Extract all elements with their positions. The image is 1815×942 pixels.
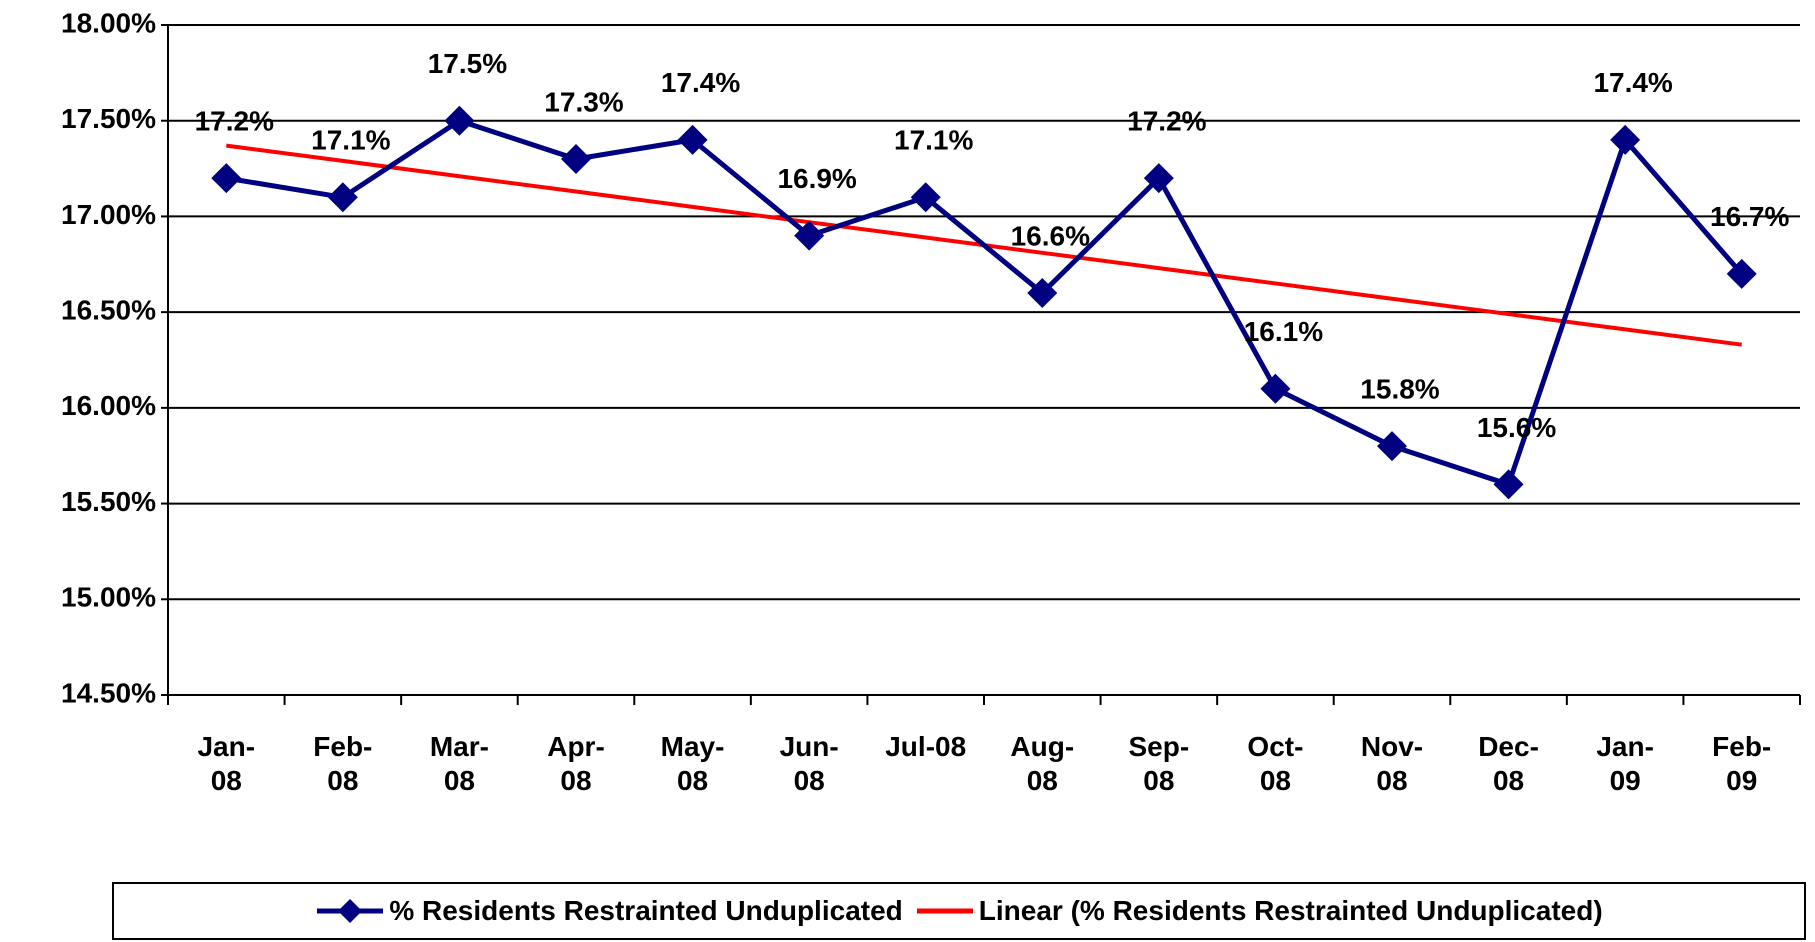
marker [561, 144, 591, 174]
y-tick-label: 17.50% [61, 103, 156, 134]
y-tick-label: 17.00% [61, 199, 156, 230]
data-label: 17.1% [894, 125, 973, 156]
marker [1143, 163, 1174, 194]
data-label: 17.1% [311, 125, 390, 156]
legend-label: % Residents Restrainted Unduplicated [389, 895, 903, 926]
y-tick-label: 14.50% [61, 677, 156, 708]
legend-swatch [916, 908, 973, 914]
data-label: 16.7% [1710, 201, 1789, 232]
data-label: 17.4% [1593, 67, 1672, 98]
marker [1377, 431, 1407, 462]
marker [1610, 124, 1641, 155]
x-tick-label: Dec-08 [1478, 731, 1539, 796]
marker [1726, 258, 1757, 289]
data-label: 16.6% [1011, 220, 1090, 251]
marker [1260, 373, 1291, 404]
marker [327, 182, 358, 213]
legend-item: Linear (% Residents Restrainted Unduplic… [915, 895, 1603, 927]
series-line [225, 117, 1744, 488]
plot: 14.50% 15.00% 15.50% 16.00% 16.50% 17.00% 17.5… [61, 7, 1801, 708]
y-tick-label: 18.00% [61, 7, 156, 38]
marker [1027, 278, 1058, 308]
data-label: 17.4% [661, 67, 740, 98]
x-tick-label: May-08 [660, 731, 725, 796]
x-tick-label: Sep-08 [1128, 731, 1190, 796]
x-tick-label: Jun-08 [779, 731, 839, 796]
y-tick-label: 16.00% [61, 390, 156, 421]
x-tick-label: Feb-09 [1712, 731, 1772, 796]
y-tick-label: 16.50% [61, 295, 156, 326]
x-tick-label: Aug-08 [1010, 731, 1075, 796]
y-tick-label: 15.00% [61, 582, 156, 613]
legend-item: % Residents Restrainted Unduplicated [315, 895, 903, 927]
data-label: 16.1% [1244, 316, 1323, 347]
data-label: 17.2% [1127, 106, 1206, 137]
x-tick-label: Apr-08 [547, 731, 605, 796]
marker [910, 182, 941, 213]
x-tick-label: Mar-08 [429, 731, 489, 796]
x-tick-label: Nov-08 [1360, 731, 1424, 796]
legend: % Residents Restrainted Unduplicated Lin… [112, 882, 1806, 940]
data-label: 15.8% [1360, 374, 1439, 405]
x-tick-label: Oct-08 [1247, 731, 1304, 796]
marker [1493, 469, 1524, 500]
x-tick-label: Jan-08 [197, 731, 256, 796]
data-label: 15.6% [1477, 412, 1556, 443]
marker [794, 220, 825, 251]
marker [444, 105, 475, 136]
marker [211, 163, 242, 194]
marker [677, 124, 708, 155]
data-label: 17.3% [544, 86, 623, 117]
legend-swatch [317, 899, 384, 923]
y-tick-label: 15.50% [61, 486, 156, 517]
x-tick-label: Feb-08 [313, 731, 373, 796]
x-tick-label: Jan-09 [1596, 731, 1654, 796]
legend-label: Linear (% Residents Restrainted Unduplic… [978, 895, 1603, 926]
data-label: 16.9% [777, 163, 856, 194]
data-label: 17.2% [195, 106, 274, 137]
data-label: 17.5% [428, 48, 507, 79]
x-tick-label: Jul-08 [885, 731, 967, 762]
